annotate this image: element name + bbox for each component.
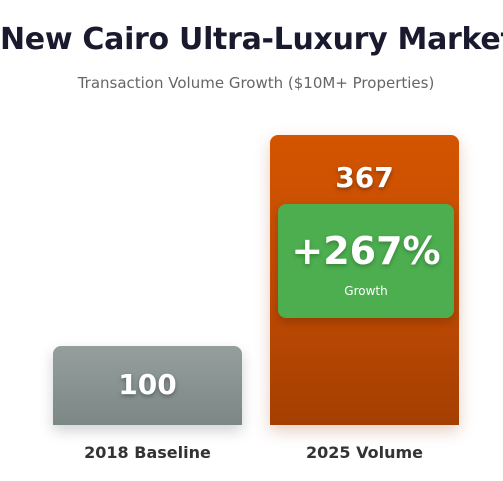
chart-subtitle: Transaction Volume Growth ($10M+ Propert… [77,74,435,92]
bar-2018-baseline: 100 [53,346,242,425]
growth-annotation: +267% Growth [278,204,454,318]
bar-value-label-volume: 367 [335,161,394,194]
category-label-baseline: 2018 Baseline [84,443,211,462]
chart-title: New Cairo Ultra-Luxury Market [0,22,503,57]
growth-label: Growth [344,284,388,298]
growth-percentage: +267% [291,229,441,273]
category-label-volume: 2025 Volume [306,443,423,462]
bar-value-label-baseline: 100 [118,368,177,401]
